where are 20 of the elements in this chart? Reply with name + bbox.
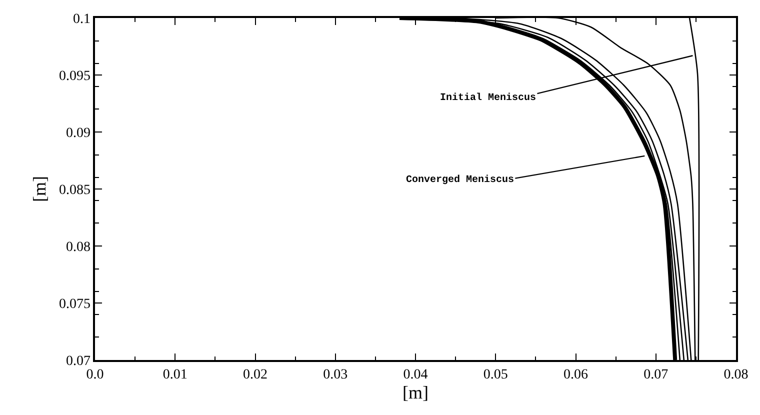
y-axis-title: [m] bbox=[30, 176, 50, 202]
annotation: Converged Meniscus bbox=[406, 174, 514, 186]
annotation: Initial Meniscus bbox=[440, 92, 536, 104]
y-tick-label: 0.095 bbox=[58, 68, 90, 84]
y-tick-label: 0.085 bbox=[58, 182, 90, 198]
y-tick-label: 0.075 bbox=[58, 296, 90, 312]
x-axis-title: [m] bbox=[402, 382, 428, 403]
y-tick-label: 0.08 bbox=[66, 240, 90, 255]
x-tick-label: 0.06 bbox=[564, 368, 588, 383]
x-tick-label: 0.02 bbox=[243, 368, 268, 383]
x-tick-label: 0.04 bbox=[403, 368, 428, 383]
x-tick-label: 0.08 bbox=[724, 368, 748, 383]
x-tick-label: 0.07 bbox=[644, 368, 668, 383]
x-tick-label: 0.01 bbox=[162, 368, 188, 383]
x-tick-label: 0.03 bbox=[323, 368, 348, 383]
x-tick-label: 0.05 bbox=[483, 368, 508, 383]
x-tick-label: 0.0 bbox=[86, 368, 104, 383]
y-tick-label: 0.07 bbox=[66, 354, 90, 369]
y-tick-label: 0.1 bbox=[72, 12, 90, 27]
y-tick-label: 0.09 bbox=[66, 126, 90, 141]
